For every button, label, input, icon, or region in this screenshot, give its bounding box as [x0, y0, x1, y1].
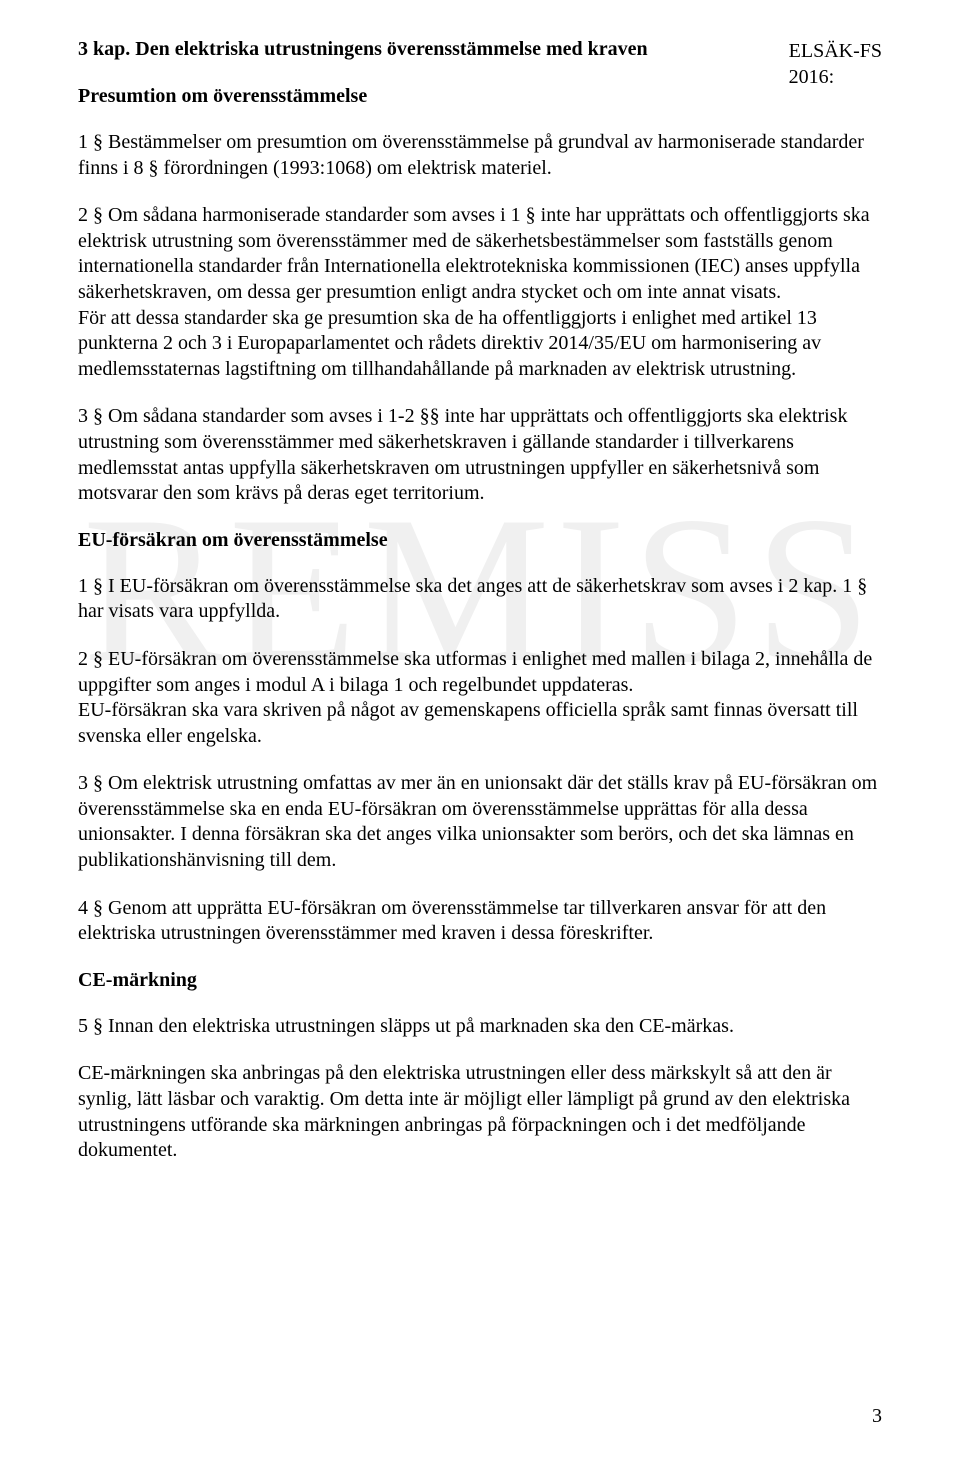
- eu-p2: 2 § EU-försäkran om överensstämmelse ska…: [78, 647, 882, 698]
- page-number: 3: [872, 1405, 882, 1428]
- chapter-title: 3 kap. Den elektriska utrustningens över…: [78, 38, 738, 61]
- section-presumtion-heading: Presumtion om överensstämmelse: [78, 85, 882, 108]
- page-content: 3 kap. Den elektriska utrustningens över…: [78, 38, 882, 1164]
- document-page: REMISS ELSÄK-FS 2016: 3 kap. Den elektri…: [0, 0, 960, 1478]
- section-ce-heading: CE-märkning: [78, 969, 882, 992]
- eu-p2b: EU-försäkran ska vara skriven på något a…: [78, 698, 882, 749]
- presumtion-p2b: För att dessa standarder ska ge presumti…: [78, 306, 882, 383]
- presumtion-p2a: 2 § Om sådana harmoniserade standarder s…: [78, 203, 882, 305]
- ce-p5: 5 § Innan den elektriska utrustningen sl…: [78, 1014, 882, 1040]
- eu-p3: 3 § Om elektrisk utrustning omfattas av …: [78, 771, 882, 873]
- ce-p5b: CE-märkningen ska anbringas på den elekt…: [78, 1061, 882, 1163]
- presumtion-p3: 3 § Om sådana standarder som avses i 1-2…: [78, 404, 882, 506]
- presumtion-p1: 1 § Bestämmelser om presumtion om överen…: [78, 130, 882, 181]
- eu-p4: 4 § Genom att upprätta EU-försäkran om ö…: [78, 896, 882, 947]
- eu-p1: 1 § I EU-försäkran om överensstämmelse s…: [78, 574, 882, 625]
- section-eu-heading: EU-försäkran om överensstämmelse: [78, 529, 882, 552]
